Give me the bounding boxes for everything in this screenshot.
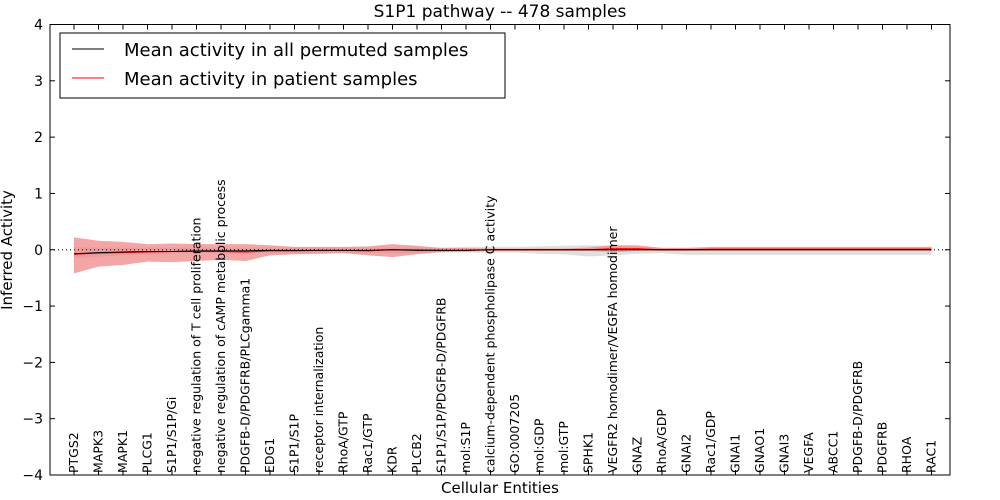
band-patient	[74, 237, 932, 274]
x-axis: PTGS2 MAPK3 MAPK1 PLCG1 S1P1/S1P/Gi negative …	[66, 24, 939, 475]
y-tick-label: 4	[34, 18, 43, 34]
y-tick-label: −3	[22, 412, 43, 428]
x-category-label: ABCC1	[826, 431, 841, 473]
x-category-label: negative regulation of cAMP metabolic pr…	[213, 179, 228, 473]
x-category-label: GNAI3	[777, 434, 792, 473]
x-category-label: GNAI2	[679, 434, 694, 473]
x-category-label: RhoA/GDP	[654, 409, 669, 473]
x-category-label: MAPK3	[91, 430, 106, 473]
x-category-label: SPHK1	[581, 432, 596, 473]
legend-label-patient: Mean activity in patient samples	[124, 69, 418, 90]
x-category-label: PDGFB-D/PDGFRB/PLCgamma1	[238, 278, 253, 473]
x-category-label: GO:0007205	[507, 394, 522, 473]
x-category-label: receptor internalization	[311, 327, 326, 473]
x-category-label: RAC1	[924, 440, 939, 473]
x-category-label: Rac1/GDP	[703, 411, 718, 473]
x-category-label: GNAO1	[752, 428, 767, 473]
x-category-label: VEGFA	[801, 432, 816, 473]
x-axis-label: Cellular Entities	[441, 479, 559, 497]
x-category-label: mol:GDP	[532, 418, 547, 473]
x-category-label: mol:GTP	[556, 421, 571, 473]
x-category-label: PDGFB-D/PDGFRB	[850, 361, 865, 473]
y-axis: 4 3 2 1 0 −1 −2 −3 −4	[22, 18, 950, 484]
y-axis-label: Inferred Activity	[0, 190, 16, 310]
y-tick-label: −2	[22, 355, 43, 371]
legend: Mean activity in all permuted samples Me…	[59, 32, 506, 99]
x-category-label: GNAI1	[728, 434, 743, 473]
x-category-label: RHOA	[899, 436, 914, 473]
x-category-label: negative regulation of T cell proliferat…	[189, 218, 204, 473]
y-tick-label: −1	[22, 299, 43, 315]
x-category-label: S1P1/S1P	[287, 414, 302, 473]
chart-title: S1P1 pathway -- 478 samples	[374, 2, 627, 22]
y-tick-label: −4	[22, 468, 43, 484]
x-category-label: RhoA/GTP	[336, 411, 351, 473]
x-category-label: GNAZ	[630, 437, 645, 473]
x-category-label: Rac1/GTP	[360, 413, 375, 473]
x-category-label: VEGFR2 homodimer/VEGFA homodimer	[605, 226, 620, 473]
confidence-bands	[74, 237, 932, 274]
x-category-label: KDR	[385, 446, 400, 473]
line-permuted	[73, 249, 932, 255]
x-category-label: PTGS2	[66, 432, 81, 473]
y-tick-label: 3	[34, 74, 43, 90]
x-category-label: MAPK1	[115, 430, 130, 473]
y-tick-label: 2	[34, 130, 43, 146]
x-category-label: PLCG1	[140, 432, 155, 473]
y-tick-label: 1	[34, 186, 43, 202]
x-category-label: S1P1/S1P/Gi	[164, 397, 179, 473]
x-category-label: S1P1/S1P/PDGFB-D/PDGFRB	[434, 298, 449, 474]
x-category-label: calcium-dependent phospholipase C activi…	[483, 195, 498, 473]
legend-label-permuted: Mean activity in all permuted samples	[124, 40, 468, 61]
x-category-label: PLCB2	[409, 433, 424, 473]
x-category-label: PDGFRB	[875, 422, 890, 473]
x-category-label: mol:S1P	[458, 422, 473, 473]
x-category-label: EDG1	[262, 438, 277, 473]
series-lines	[73, 248, 932, 255]
legend-box	[59, 32, 506, 99]
y-tick-label: 0	[34, 243, 43, 259]
